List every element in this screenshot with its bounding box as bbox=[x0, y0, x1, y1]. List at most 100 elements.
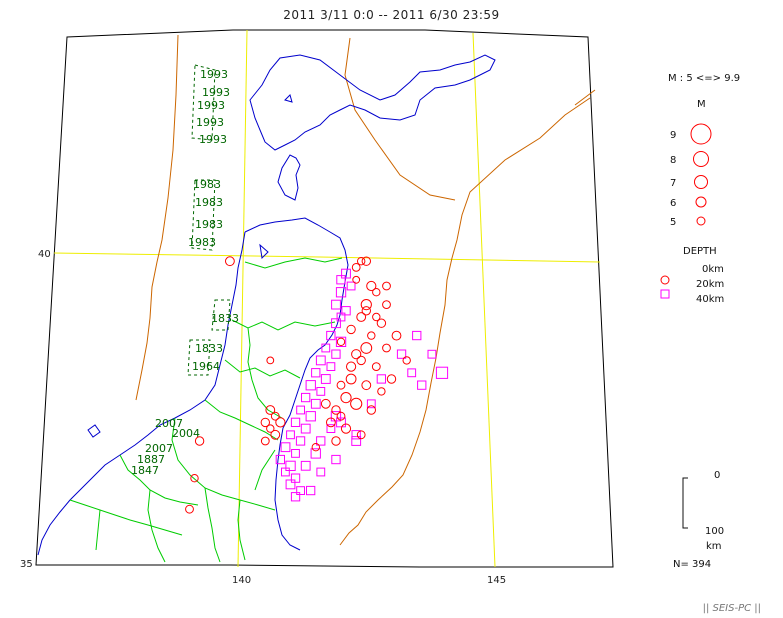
year-label: 2004 bbox=[172, 427, 200, 440]
shallow-event-marker bbox=[266, 356, 275, 365]
shallow-event-marker bbox=[351, 263, 361, 272]
legend-mag-7-symbol bbox=[694, 175, 708, 189]
deep-event-marker bbox=[330, 411, 342, 422]
historic-labels: 1993 1993 1993 1993 1993 1983 1983 1983 … bbox=[131, 68, 239, 477]
legend-depth-0: 0km bbox=[702, 264, 724, 275]
deep-event-marker bbox=[417, 380, 427, 390]
shallow-event-marker bbox=[331, 436, 341, 446]
depth-scale-top: 0 bbox=[714, 470, 720, 481]
legend-depth-40-symbol bbox=[660, 289, 670, 299]
legend-depth-header: DEPTH bbox=[683, 246, 717, 257]
deep-event-marker bbox=[351, 436, 362, 446]
shallow-event-marker bbox=[386, 374, 397, 384]
shallow-event-marker bbox=[382, 300, 391, 310]
deep-event-marker bbox=[300, 460, 311, 471]
deep-event-marker bbox=[280, 442, 291, 453]
deep-event-marker bbox=[300, 423, 311, 434]
deep-event-marker bbox=[306, 485, 316, 496]
legend-mag-8-symbol bbox=[693, 151, 709, 167]
deep-event-marker bbox=[331, 454, 341, 465]
shallow-event-marker bbox=[336, 411, 346, 421]
deep-event-marker bbox=[315, 355, 326, 366]
deep-event-marker bbox=[281, 467, 290, 477]
deep-event-marker bbox=[296, 405, 306, 415]
shallow-event-marker bbox=[356, 312, 367, 322]
year-label: 1964 bbox=[192, 360, 220, 373]
deep-event-marker bbox=[396, 349, 407, 359]
legend-mag-6-symbol bbox=[695, 196, 707, 208]
legend: M : 5 <=> 9.9 M 9 8 7 6 5 DEPTH 0km 20km… bbox=[660, 73, 740, 552]
legend-depth-40: 40km bbox=[696, 294, 724, 305]
deep-event-marker bbox=[310, 398, 321, 409]
deep-event-marker bbox=[316, 467, 326, 477]
lon-label-145: 145 bbox=[487, 575, 506, 586]
shallow-event-marker bbox=[320, 398, 331, 409]
shallow-event-marker bbox=[361, 306, 371, 316]
shallow-event-marker bbox=[225, 256, 235, 267]
deep-event-marker bbox=[320, 374, 331, 384]
graticule bbox=[53, 29, 601, 568]
legend-mag-6: 6 bbox=[670, 198, 676, 209]
depth-scale-unit: km bbox=[706, 541, 722, 552]
deep-event-marker bbox=[321, 343, 331, 353]
shallow-event-marker bbox=[336, 337, 346, 346]
shallow-event-marker bbox=[346, 361, 357, 372]
shallow-event-marker bbox=[367, 331, 376, 340]
year-label: 1887 bbox=[137, 453, 165, 466]
deep-event-marker bbox=[311, 368, 321, 378]
shallow-event-marker bbox=[356, 430, 366, 440]
lon-label-140: 140 bbox=[232, 575, 251, 586]
legend-mag-5-symbol bbox=[696, 216, 706, 226]
shallow-event-marker bbox=[351, 349, 362, 360]
year-label: 1993 bbox=[202, 86, 230, 99]
legend-mag-5: 5 bbox=[670, 217, 676, 228]
deep-event-marker bbox=[290, 473, 301, 483]
shallow-event-marker bbox=[346, 324, 356, 335]
shallow-event-marker bbox=[190, 474, 199, 483]
shallow-event-marker bbox=[372, 288, 381, 297]
legend-magnitude-header: M bbox=[697, 99, 706, 110]
coastline bbox=[37, 54, 496, 556]
deep-event-marker bbox=[412, 330, 422, 341]
shallow-event-marker bbox=[345, 373, 357, 385]
year-label: 1983 bbox=[195, 196, 223, 209]
shallow-event-marker bbox=[352, 275, 361, 284]
year-label: 1847 bbox=[131, 464, 159, 477]
year-label: 1833 bbox=[195, 342, 223, 355]
shallow-event-marker bbox=[360, 299, 372, 311]
deep-event-marker bbox=[285, 479, 296, 490]
shallow-event-marker bbox=[361, 380, 372, 391]
year-label: 1983 bbox=[195, 218, 223, 231]
shallow-events bbox=[185, 256, 411, 514]
deep-event-marker bbox=[310, 448, 321, 459]
deep-events bbox=[275, 268, 449, 502]
deep-event-marker bbox=[286, 430, 295, 440]
deep-event-marker bbox=[336, 312, 346, 322]
year-label: 1993 bbox=[196, 116, 224, 129]
shallow-event-marker bbox=[326, 417, 336, 428]
shallow-event-marker bbox=[260, 417, 270, 428]
year-label: 1983 bbox=[188, 236, 216, 249]
axis-labels: 40 35 140 145 bbox=[20, 249, 506, 586]
deep-event-marker bbox=[295, 436, 306, 446]
year-label: 2007 bbox=[145, 442, 173, 455]
deep-event-marker bbox=[341, 306, 351, 316]
shallow-event-marker bbox=[366, 280, 377, 292]
deep-event-marker bbox=[336, 275, 346, 285]
shallow-event-marker bbox=[185, 504, 194, 514]
deep-event-marker bbox=[341, 268, 351, 279]
shallow-event-marker bbox=[265, 405, 276, 415]
legend-mag-9: 9 bbox=[670, 130, 676, 141]
shallow-event-marker bbox=[361, 256, 371, 266]
year-label: 1993 bbox=[200, 68, 228, 81]
year-label: 1833 bbox=[211, 312, 239, 325]
shallow-event-marker bbox=[360, 342, 373, 354]
shallow-event-marker bbox=[376, 318, 387, 328]
shallow-event-marker bbox=[270, 429, 281, 440]
legend-mag-8: 8 bbox=[670, 155, 676, 166]
shallow-event-marker bbox=[391, 330, 402, 341]
shallow-event-marker bbox=[331, 405, 341, 415]
historic-zones bbox=[187, 64, 231, 376]
shallow-event-marker bbox=[402, 356, 411, 365]
